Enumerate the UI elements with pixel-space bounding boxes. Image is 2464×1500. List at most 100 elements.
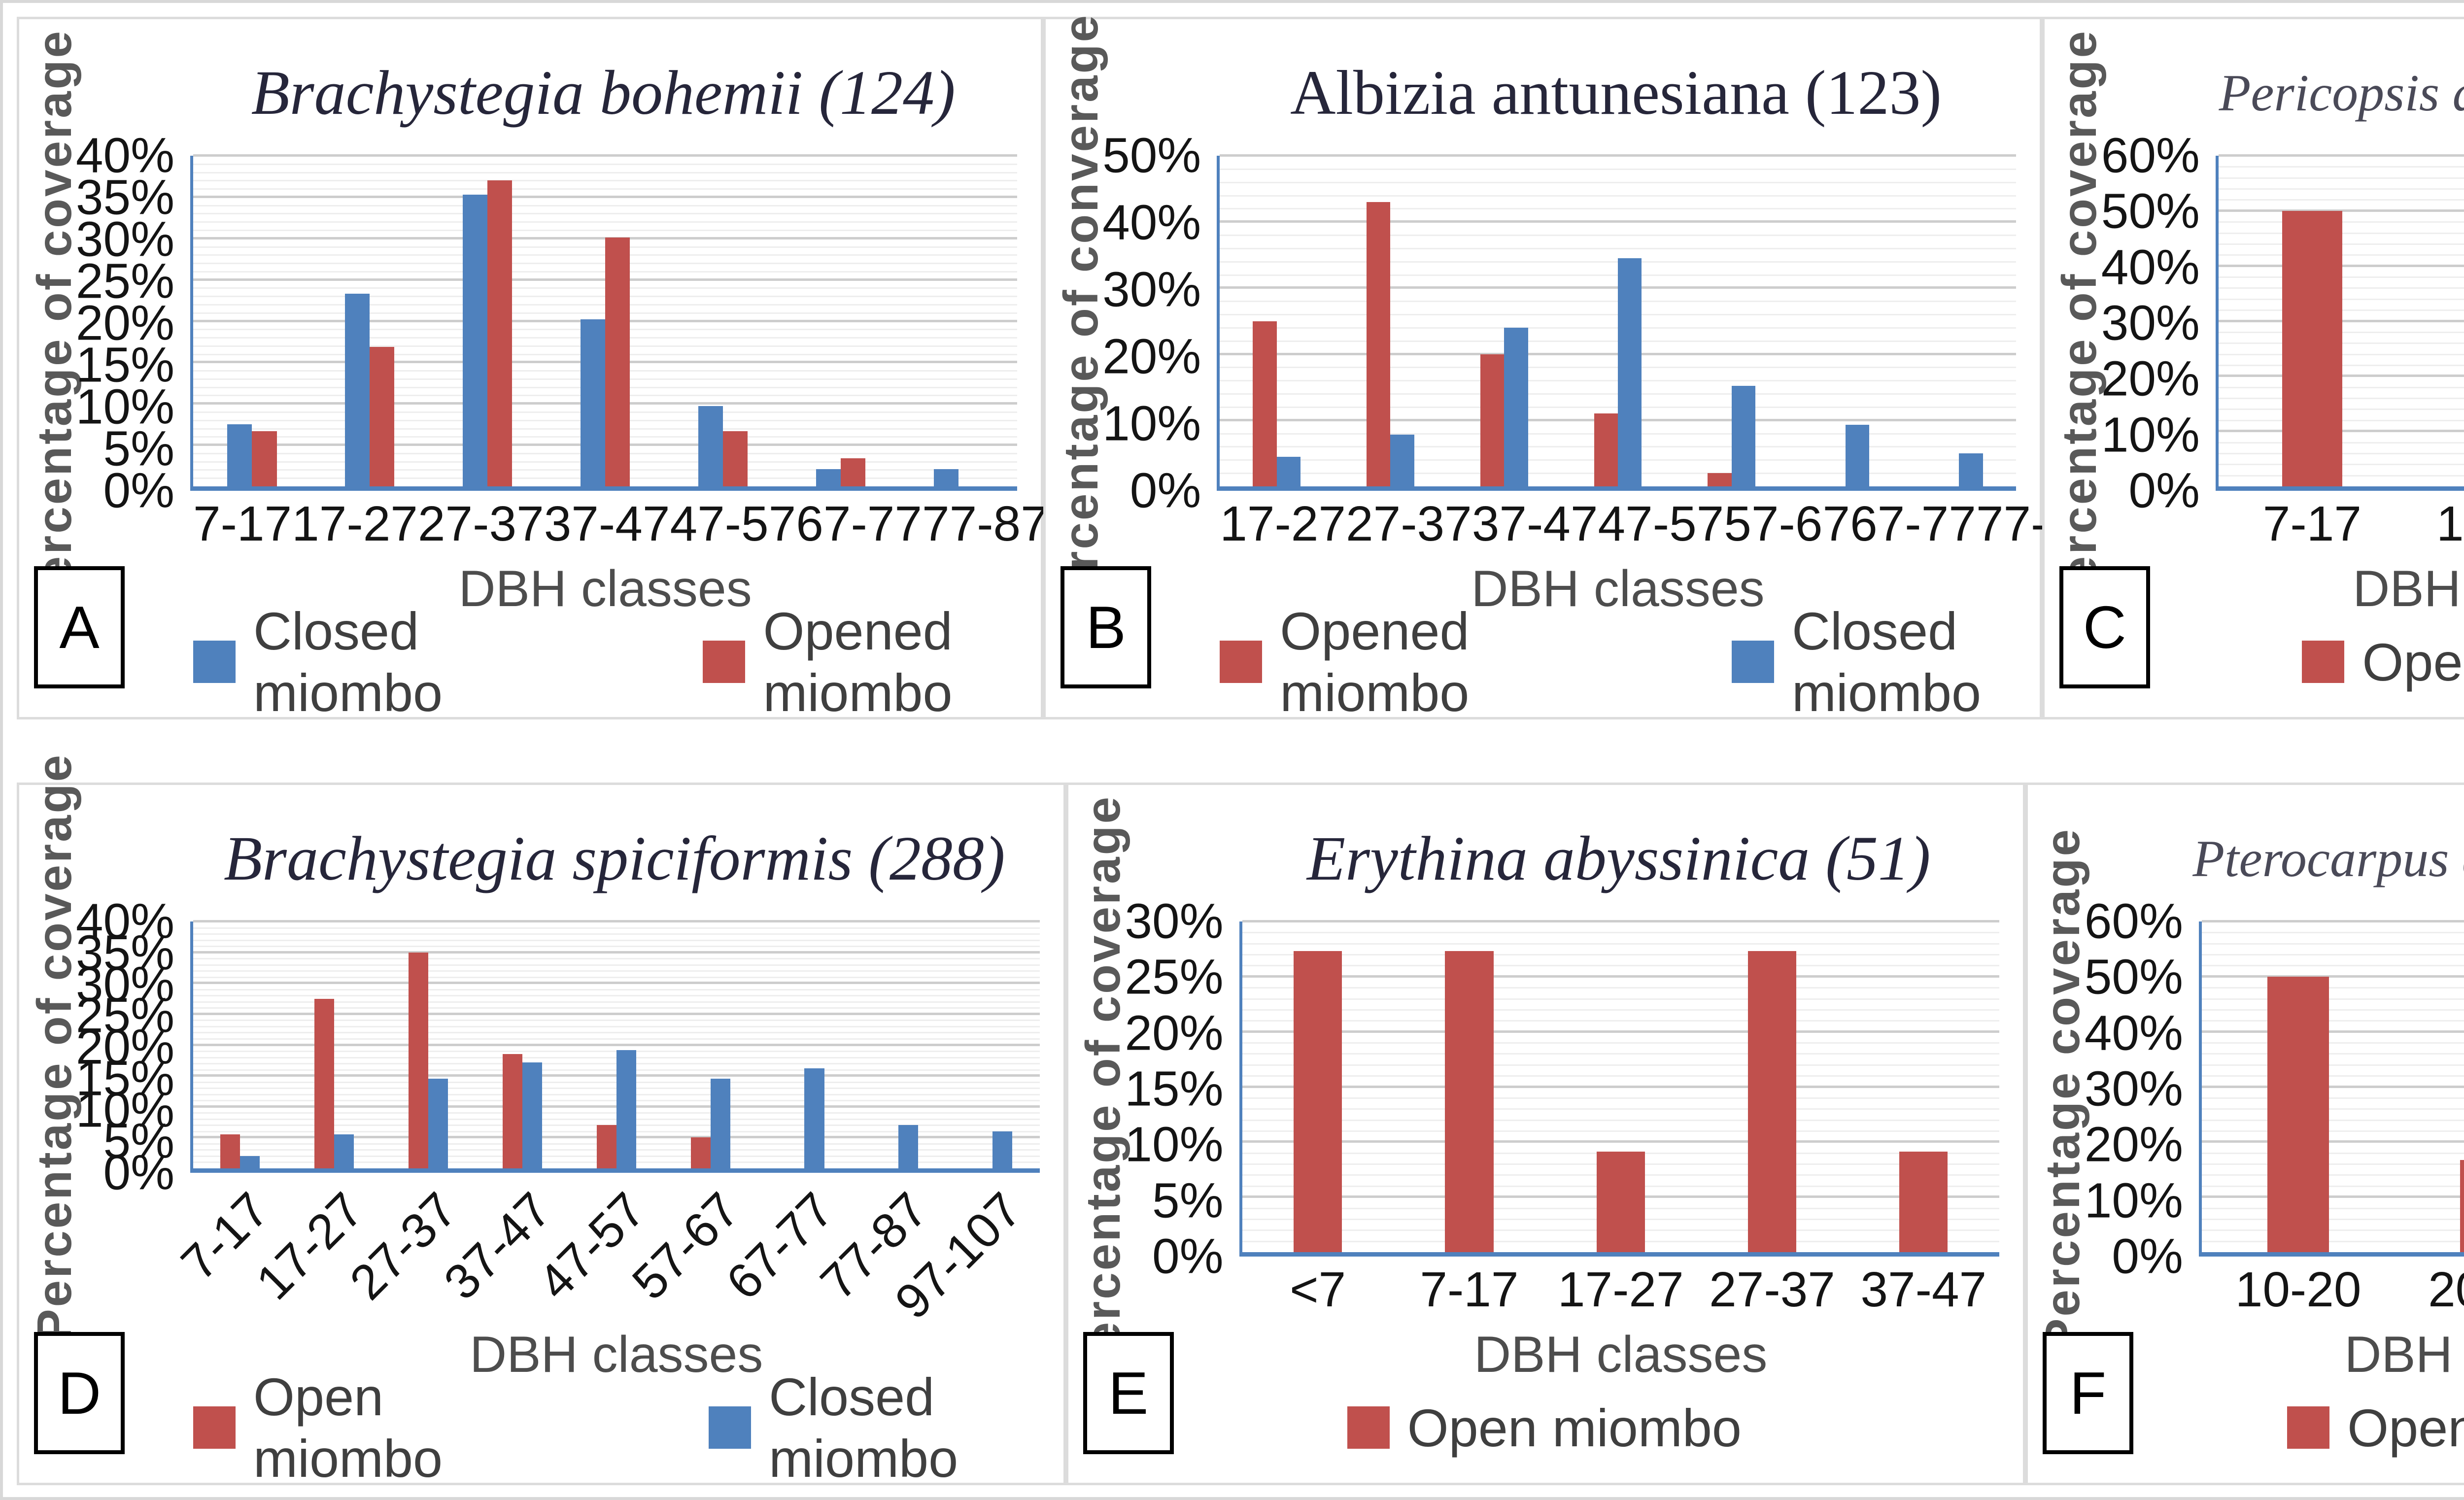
- panel-letter-box: B: [1061, 566, 1152, 688]
- chart-body: Percentage of coverage 0% 10% 20% 30% 40% 50% 6…: [2045, 29, 2464, 617]
- y-tick-label: 10%: [1102, 396, 1201, 451]
- x-tick-slot: 47-57: [670, 496, 796, 552]
- gridline-minor: [1220, 195, 2016, 197]
- gridline-minor: [1242, 1042, 1999, 1044]
- y-tick-label: 20%: [1125, 1005, 1224, 1061]
- chart-body: Percentage of coverage 0% 5% 10% 15% 20% 25% 30…: [1068, 795, 2023, 1383]
- chart-panel-D: Brachystegia spiciformis (288) Percentage…: [17, 753, 1066, 1488]
- plot-area: [2215, 154, 2464, 491]
- gridline-major: [193, 1074, 1040, 1077]
- y-tick-label: 0%: [103, 1145, 174, 1200]
- gridline-minor: [193, 188, 1018, 190]
- y-tick-label: 5%: [1152, 1173, 1224, 1228]
- gridline-minor: [193, 1063, 1040, 1065]
- x-tick-label: 20-30: [2428, 1262, 2464, 1317]
- x-tick-label: 7-17: [2262, 496, 2361, 551]
- gridline-minor: [193, 927, 1040, 929]
- gridline-major: [2201, 920, 2464, 922]
- gridline-minor: [1220, 247, 2016, 249]
- gridline-minor: [1242, 1130, 1999, 1132]
- x-axis-title: DBH classes: [2353, 560, 2464, 617]
- bars-layer: [193, 921, 1040, 1168]
- x-tick-labels: <7 7-17 17-27 27-37 37-47: [1242, 1257, 1999, 1323]
- chart-title: Pterocarpus angolensis (16): [2192, 829, 2464, 887]
- legend: Open miombo: [2219, 620, 2464, 703]
- x-tick-slot: 67-77: [1850, 496, 1976, 552]
- bar-closed-miombo-37-47: [580, 319, 606, 486]
- legend-item-closed-miombo: Closed miombo: [193, 600, 491, 723]
- y-tick-label: 20%: [75, 1019, 174, 1075]
- x-tick-slot: 97-107: [885, 1173, 1040, 1330]
- x-tick-label: 17-27: [1557, 1262, 1684, 1317]
- y-tick-label: 5%: [103, 421, 174, 477]
- legend-item-open-miombo: Open miombo: [1347, 1397, 1742, 1459]
- chart-panel-C: Pericopsis angolensis (17) Percentage of …: [2042, 17, 2464, 719]
- bar-group-47-57: [664, 156, 782, 486]
- panel-letter-box: C: [2059, 566, 2150, 688]
- bars-layer: [2219, 156, 2464, 486]
- x-tick-labels: 10-2020-3040-50: [2202, 1257, 2464, 1323]
- legend-item-opened-miombo: Opened miombo: [703, 600, 1017, 723]
- gridline-minor: [2218, 177, 2464, 179]
- panel-letter-box: D: [34, 1332, 125, 1454]
- gridline-minor: [1242, 943, 1999, 945]
- y-tick-labels: 0% 5% 10% 15% 20% 25% 30% 35% 40%: [76, 128, 190, 518]
- gridline-minor: [1220, 181, 2016, 183]
- gridline-major: [1220, 154, 2016, 157]
- bar-open-miombo-7-17: [220, 1134, 240, 1168]
- bar-opened-miombo-57-67: [1708, 473, 1732, 486]
- y-tick-label: 25%: [1125, 949, 1224, 1005]
- plot-area: [1239, 920, 1999, 1257]
- y-tick-label: 40%: [2101, 239, 2200, 295]
- x-tick-slot: 57-67: [1724, 496, 1850, 552]
- y-axis-title: Percentage of converage: [1053, 13, 1108, 633]
- gridline-major: [1220, 220, 2016, 223]
- bar-group-37-47: [547, 156, 664, 486]
- gridline-major: [1242, 1030, 1999, 1033]
- gridline-minor: [2201, 1185, 2464, 1187]
- gridline-minor: [1242, 1075, 1999, 1077]
- y-tick-label: 60%: [2101, 128, 2200, 183]
- gridline-minor: [193, 221, 1018, 223]
- bar-closed-miombo-17-27: [334, 1134, 354, 1168]
- chart-body: Percentage of coverage 0% 5% 10% 15% 20% 25% 30…: [19, 29, 1041, 617]
- bar-open-miombo-47-57: [596, 1125, 616, 1168]
- bar-group-17-27: [311, 156, 429, 486]
- y-tick-label: 50%: [2084, 949, 2183, 1005]
- gridline-minor: [193, 1051, 1040, 1053]
- y-tick-label: 0%: [1152, 1228, 1224, 1284]
- legend-label: Closed miombo: [769, 1367, 958, 1488]
- y-tick-label: 15%: [75, 1051, 174, 1106]
- y-tick-label: 30%: [1102, 262, 1201, 317]
- bar-group-7-17: [2219, 156, 2406, 486]
- chart-title: Albizia antunesiana (123): [1290, 58, 1942, 128]
- x-tick-label: 47-57: [670, 496, 796, 551]
- bar-group-17-27: [1545, 921, 1696, 1252]
- plot-area: [190, 154, 1018, 491]
- legend-item-open-miombo: Open miombo: [2287, 1397, 2464, 1459]
- y-tick-label: 15%: [1125, 1061, 1224, 1117]
- y-tick-label: 50%: [1102, 128, 1201, 183]
- bar-group-67-77: [757, 921, 852, 1168]
- plot-area: [1217, 154, 2016, 491]
- gridline-minor: [2201, 1042, 2464, 1044]
- gridline-major: [1242, 920, 1999, 922]
- bar-group-27-37: [1334, 156, 1447, 486]
- bar-closed-miombo-27-37: [463, 194, 488, 486]
- gridline-minor: [2201, 1174, 2464, 1176]
- legend-item-open-miombo: Open miombo: [193, 1366, 497, 1489]
- x-tick-label: 7-17: [193, 496, 292, 551]
- x-tick-slot: 37-47: [1472, 496, 1598, 552]
- legend-swatch-red: [193, 1406, 236, 1449]
- y-tick-labels: 0% 10% 20% 30% 40% 50%: [1102, 128, 1217, 518]
- legend-label: Open miombo: [1407, 1398, 1742, 1458]
- y-tick-label: 30%: [75, 211, 174, 267]
- gridline-minor: [193, 1020, 1040, 1022]
- bar-group-67-77: [782, 156, 899, 486]
- gridline-minor: [2201, 1064, 2464, 1066]
- bars-layer: [1242, 921, 1999, 1252]
- y-tick-label: 35%: [75, 925, 174, 981]
- x-tick-slot: 27-37: [1696, 1261, 1848, 1318]
